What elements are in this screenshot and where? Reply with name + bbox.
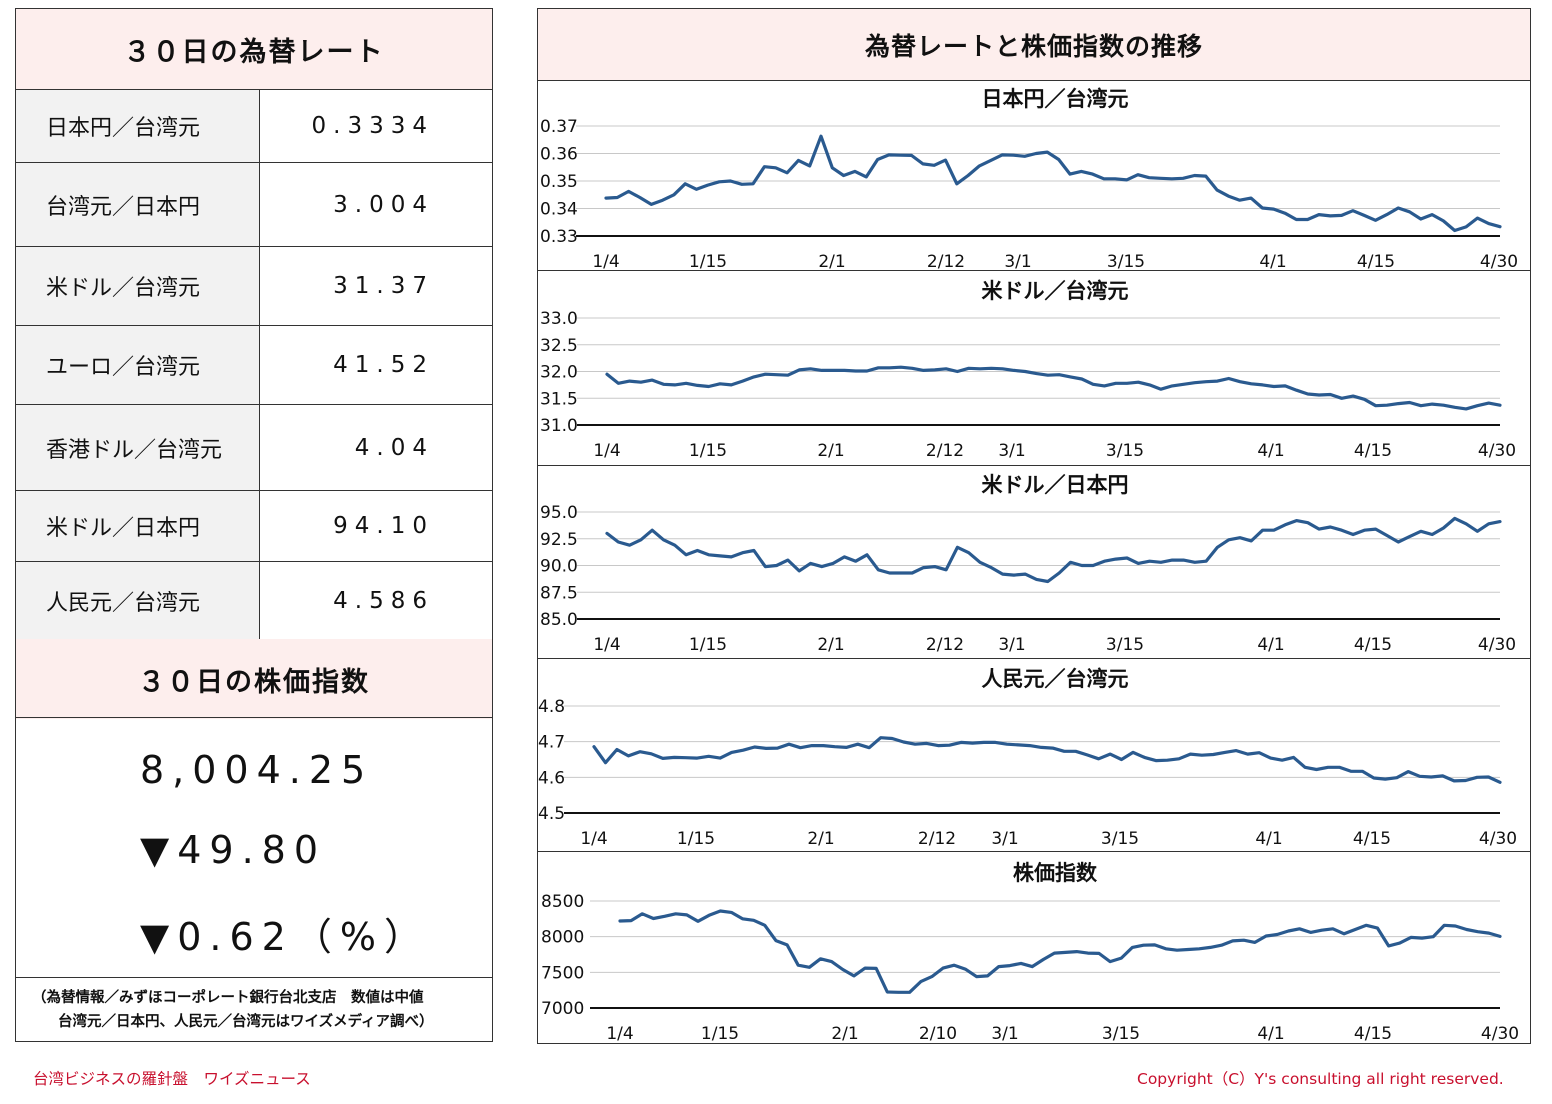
rate-value: 0.3334 xyxy=(311,113,434,139)
chart-divider xyxy=(538,465,1530,466)
table-row: 日本円／台湾元 0.3334 xyxy=(16,90,492,163)
footer-copyright: Copyright（C）Y's consulting all right res… xyxy=(1137,1070,1504,1088)
rate-name: ユーロ／台湾元 xyxy=(16,326,260,404)
table-row: 人民元／台湾元 4.586 xyxy=(16,562,492,640)
chart-divider xyxy=(538,658,1530,659)
rate-value: 31.37 xyxy=(333,273,434,299)
table-row: 米ドル／台湾元 31.37 xyxy=(16,247,492,326)
rate-name: 香港ドル／台湾元 xyxy=(16,405,260,490)
table-row: 香港ドル／台湾元 4.04 xyxy=(16,405,492,491)
table-row: 米ドル／日本円 94.10 xyxy=(16,491,492,562)
rate-value: 94.10 xyxy=(333,513,434,539)
stock-value: 8,004.25 xyxy=(140,748,374,792)
stock-change-pct: ▼0.62（%） xyxy=(140,915,430,959)
source-note-line2: 台湾元／日本円、人民元／台湾元はワイズメディア調べ） xyxy=(58,1014,434,1030)
rate-value: 4.04 xyxy=(354,434,434,461)
rate-value: 41.52 xyxy=(333,352,434,378)
charts-title: 為替レートと株価指数の推移 xyxy=(538,9,1530,81)
stock-change: ▼49.80 xyxy=(140,828,327,872)
stock-box: 8,004.25 ▼49.80 ▼0.62（%） xyxy=(16,717,492,978)
chart-divider xyxy=(538,270,1530,271)
footer-brand: 台湾ビジネスの羅針盤 ワイズニュース xyxy=(33,1070,311,1088)
stock-title: ３０日の株価指数 xyxy=(16,639,492,719)
source-note-line1: （為替情報／みずほコーポレート銀行台北支店 数値は中値 xyxy=(32,990,424,1006)
chart-divider xyxy=(538,851,1530,852)
rate-name: 米ドル／台湾元 xyxy=(16,247,260,325)
charts-panel: 為替レートと株価指数の推移 xyxy=(537,8,1531,1044)
source-note: （為替情報／みずほコーポレート銀行台北支店 数値は中値 台湾元／日本円、人民元／… xyxy=(16,977,492,1041)
table-row: ユーロ／台湾元 41.52 xyxy=(16,326,492,405)
rate-name: 台湾元／日本円 xyxy=(16,163,260,246)
table-row: 台湾元／日本円 3.004 xyxy=(16,163,492,247)
rate-value: 4.586 xyxy=(333,587,434,614)
rates-table: 日本円／台湾元 0.3334 台湾元／日本円 3.004 米ドル／台湾元 31.… xyxy=(16,89,492,640)
rate-name: 人民元／台湾元 xyxy=(16,562,260,639)
rates-panel: ３０日の為替レート 日本円／台湾元 0.3334 台湾元／日本円 3.004 米… xyxy=(15,8,493,1042)
rates-title: ３０日の為替レート xyxy=(16,9,492,89)
rate-name: 米ドル／日本円 xyxy=(16,491,260,561)
rate-value: 3.004 xyxy=(333,191,434,218)
rate-name: 日本円／台湾元 xyxy=(16,90,260,162)
